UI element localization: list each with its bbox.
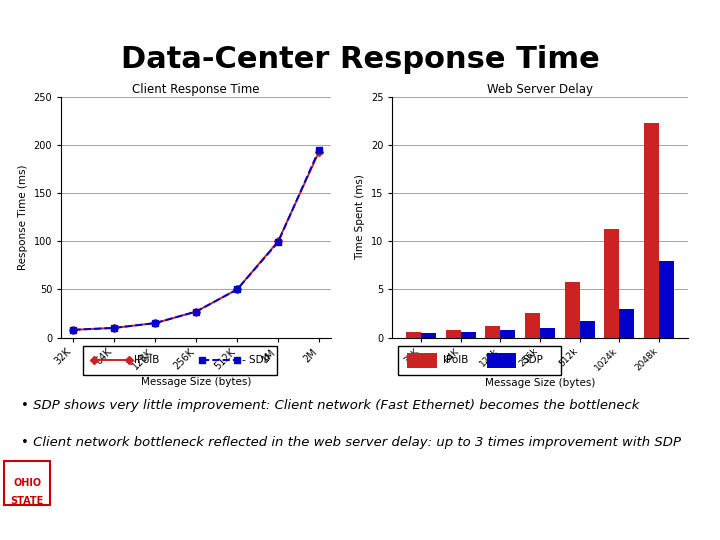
Text: STATE: STATE	[11, 496, 44, 506]
Text: IPoIB: IPoIB	[134, 355, 159, 366]
Text: • SDP shows very little improvement: Client network (Fast Ethernet) becomes the : • SDP shows very little improvement: Cli…	[22, 399, 639, 412]
Bar	[446, 330, 461, 338]
Y-axis label: Response Time (ms): Response Time (ms)	[18, 165, 28, 270]
Bar	[485, 326, 500, 338]
Bar	[644, 123, 659, 338]
Text: IPoIB: IPoIB	[443, 355, 468, 366]
Y-axis label: Time Spent (ms): Time Spent (ms)	[355, 174, 365, 260]
Title: Client Response Time: Client Response Time	[132, 83, 260, 96]
Bar	[421, 333, 436, 338]
Bar	[619, 309, 634, 338]
Bar	[525, 313, 540, 338]
Bar	[580, 321, 595, 338]
Text: • Client network bottleneck reflected in the web server delay: up to 3 times imp: • Client network bottleneck reflected in…	[22, 436, 681, 449]
Bar	[406, 332, 421, 338]
X-axis label: Message Size (bytes): Message Size (bytes)	[141, 377, 251, 387]
Bar	[540, 328, 555, 338]
Text: Data-Center Response Time: Data-Center Response Time	[121, 45, 599, 74]
Bar	[500, 330, 516, 338]
X-axis label: Message Size (bytes): Message Size (bytes)	[485, 378, 595, 388]
Text: NETWORK-BASED
COMPUTING
LABORATORY: NETWORK-BASED COMPUTING LABORATORY	[634, 0, 709, 30]
Text: SDP: SDP	[522, 355, 543, 366]
Bar	[461, 332, 476, 338]
FancyBboxPatch shape	[408, 353, 437, 368]
FancyBboxPatch shape	[487, 353, 516, 368]
Bar	[604, 229, 619, 338]
Text: OHIO: OHIO	[13, 478, 42, 488]
Title: Web Server Delay: Web Server Delay	[487, 83, 593, 96]
FancyBboxPatch shape	[4, 461, 50, 505]
Bar	[564, 282, 580, 338]
Bar	[659, 261, 674, 338]
Text: - SDP: - SDP	[242, 355, 270, 366]
